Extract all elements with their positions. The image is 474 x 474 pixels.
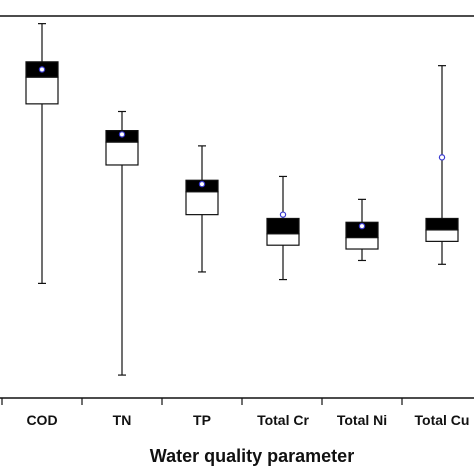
x-tick-label: TN [113, 412, 132, 428]
box-upper-half [425, 217, 459, 231]
mean-marker [279, 211, 287, 218]
box-lower-half [345, 236, 379, 250]
box-lower-half [25, 76, 59, 105]
box-lower-half [185, 191, 219, 216]
box-group-cod [25, 23, 59, 284]
x-tick-label: TP [193, 412, 211, 428]
box-group-total-ni [345, 198, 379, 262]
mean-marker [438, 154, 446, 161]
x-tick-label: Total Ni [337, 412, 387, 428]
x-tick-label: Total Cu [415, 412, 470, 428]
x-tick-label: COD [26, 412, 57, 428]
mean-marker [358, 222, 366, 230]
box-group-tn [105, 110, 139, 376]
box-group-total-cr [266, 175, 300, 281]
box-lower-half [266, 233, 300, 246]
x-ticks-layer: COD TN TP Total Cr Total Ni Total Cu [1, 398, 470, 428]
box-upper-half [266, 217, 300, 235]
boxes-layer [25, 23, 459, 376]
box-group-total-cu [425, 65, 459, 265]
box-lower-half [105, 141, 139, 166]
box-upper-half [345, 221, 379, 239]
x-axis-title: Water quality parameter [150, 446, 354, 466]
x-tick-label: Total Cr [257, 412, 309, 428]
mean-marker [118, 131, 126, 138]
mean-marker [38, 66, 46, 73]
box-lower-half [425, 229, 459, 242]
mean-marker [198, 180, 206, 188]
box-group-tp [185, 145, 219, 273]
